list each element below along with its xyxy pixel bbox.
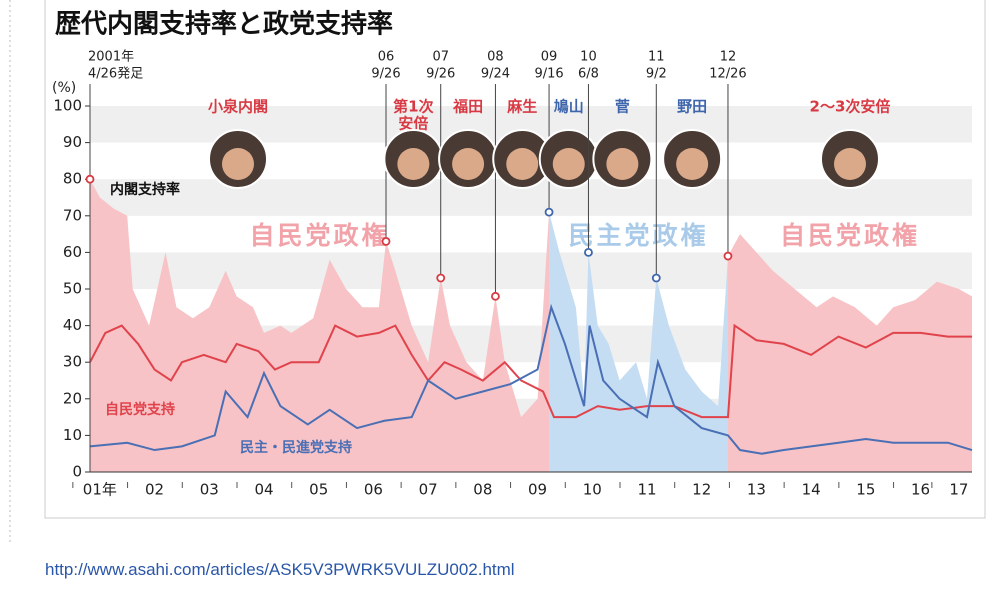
series-label: 自民党支持 — [105, 401, 175, 418]
x-tick-label: 10 — [583, 481, 602, 499]
cabinet-date: 12 — [720, 50, 737, 65]
cabinet-date: 9/26 — [371, 67, 400, 82]
cabinet-name: 第1次 — [393, 98, 433, 116]
cabinet-date: 9/26 — [426, 67, 455, 82]
y-tick-label: 20 — [63, 389, 82, 407]
era-label: 自民党政権 — [780, 221, 920, 250]
cabinet-face — [552, 148, 585, 180]
cabinet-face — [606, 148, 639, 180]
cabinet-support-area — [90, 179, 972, 472]
cabinet-date: 2001年 — [88, 50, 134, 65]
cabinet-date: 6/8 — [578, 67, 599, 82]
cabinet-name: 菅 — [615, 98, 630, 116]
x-tick-label: 03 — [200, 481, 219, 499]
x-tick-label: 11 — [637, 481, 656, 499]
x-tick-label: 07 — [419, 481, 438, 499]
x-tick-label: 12 — [692, 481, 711, 499]
cabinet-face — [397, 148, 430, 180]
chart: 歴代内閣支持率と政党支持率 (%) 0102030405060708090100… — [9, 0, 986, 545]
cabinet-date: 12/26 — [709, 67, 746, 82]
cabinet-marker — [436, 273, 446, 283]
y-tick-label: 60 — [63, 243, 82, 261]
y-unit: (%) — [52, 80, 76, 96]
y-tick-label: 30 — [63, 353, 82, 371]
cabinet-name: 安倍 — [398, 115, 428, 133]
y-tick-label: 40 — [63, 316, 82, 334]
cabinet-date: 4/26発足 — [88, 67, 143, 82]
cabinet-date: 09 — [541, 50, 558, 65]
cabinet-marker — [723, 251, 733, 261]
cabinet-face — [506, 148, 539, 180]
x-tick-label: 08 — [473, 481, 492, 499]
cabinet-marker — [584, 247, 593, 257]
x-tick-label: 09 — [528, 481, 547, 499]
cabinet-date: 07 — [432, 50, 449, 65]
support-line — [89, 323, 972, 419]
x-tick-label: 14 — [802, 481, 821, 499]
x-tick-label: 01年 — [83, 481, 117, 499]
cabinet-face — [222, 148, 255, 180]
x-tick-label: 04 — [254, 481, 273, 499]
x-tick-label: 13 — [747, 481, 766, 499]
cabinet-date: 06 — [378, 50, 395, 65]
x-tick-label: 15 — [856, 481, 875, 499]
x-tick-label: 17 — [949, 481, 968, 499]
url-link[interactable]: http://www.asahi.com/articles/ASK5V3PWRK… — [45, 560, 515, 579]
cabinet-marker — [381, 237, 391, 246]
cabinet-name: 2〜3次安倍 — [810, 98, 891, 116]
era-label: 民主党政権 — [569, 221, 709, 250]
cabinet-marker — [544, 207, 554, 217]
cabinet-marker — [651, 273, 661, 283]
cabinet-name: 鳩山 — [554, 98, 584, 116]
y-tick-label: 10 — [63, 426, 82, 444]
cabinet-name: 福田 — [452, 98, 483, 116]
y-tick-label: 0 — [72, 463, 82, 481]
cabinet-date: 9/24 — [481, 67, 510, 82]
y-tick-label: 90 — [63, 133, 82, 151]
x-tick-label: 05 — [309, 481, 328, 499]
x-tick-label: 06 — [364, 481, 383, 499]
cabinet-date: 11 — [648, 50, 665, 65]
y-tick-label: 100 — [53, 97, 82, 115]
cabinet-date: 10 — [580, 50, 597, 65]
series-label: 民主・民進党支持 — [240, 439, 352, 456]
y-tick-label: 50 — [63, 280, 82, 298]
cabinet-face — [452, 148, 485, 180]
cabinet-date: 9/2 — [646, 67, 667, 82]
cabinet-name: 小泉内閣 — [208, 98, 268, 116]
grid-band — [90, 252, 972, 289]
x-tick-label: 16 — [911, 481, 930, 499]
chart-title: 歴代内閣支持率と政党支持率 — [55, 9, 393, 40]
era-label: 自民党政権 — [250, 221, 390, 250]
support-line — [89, 303, 973, 455]
cabinet-date: 08 — [487, 50, 504, 65]
cabinet-date: 9/16 — [534, 67, 563, 82]
series-label: 内閣支持率 — [110, 181, 180, 198]
y-tick-label: 80 — [63, 170, 82, 188]
cabinet-name: 野田 — [677, 98, 707, 116]
cabinet-marker — [85, 174, 95, 184]
cabinet-face — [833, 148, 866, 180]
y-tick-label: 70 — [63, 206, 82, 224]
cabinet-marker — [491, 291, 500, 301]
cabinet-face — [676, 148, 709, 180]
x-tick-label: 02 — [145, 481, 164, 499]
cabinet-name: 麻生 — [506, 98, 537, 116]
